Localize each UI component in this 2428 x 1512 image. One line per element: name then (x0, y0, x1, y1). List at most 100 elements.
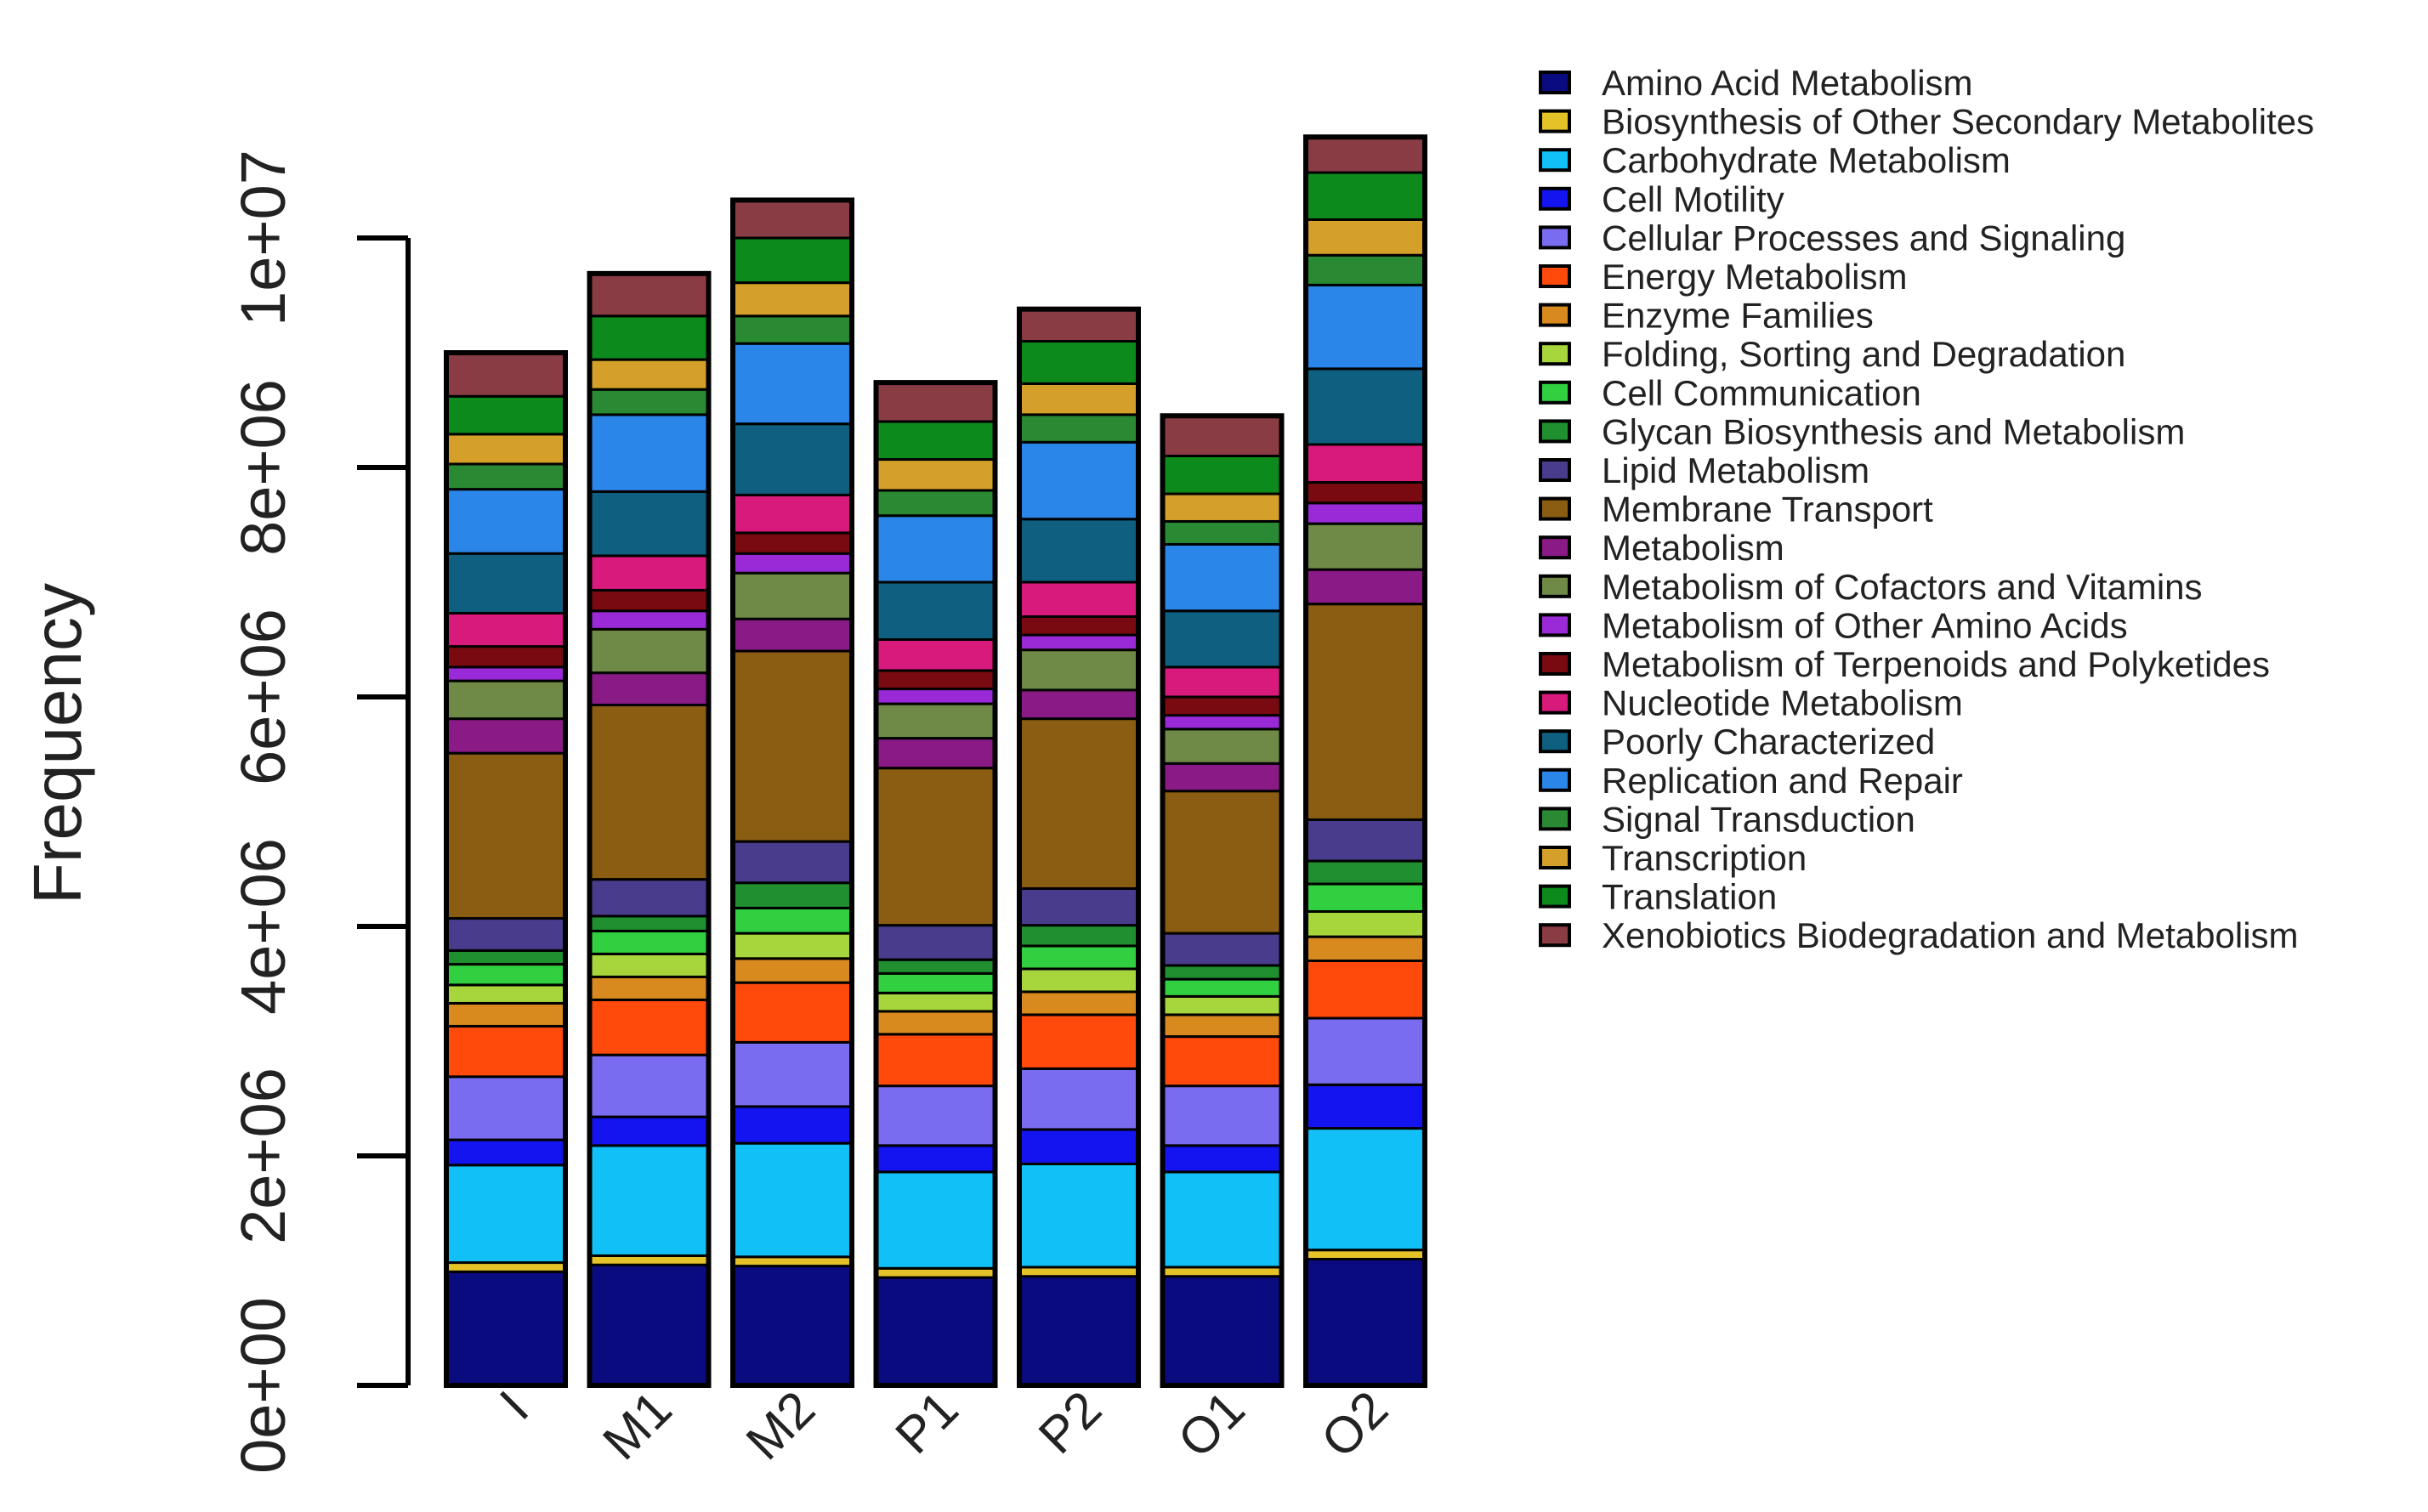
bar-segment (1304, 1016, 1427, 1086)
y-axis: 0e+00 2e+06 4e+06 6e+06 8e+06 1e+07 (228, 150, 411, 1474)
bar-segment (731, 906, 854, 935)
bar-segment (1018, 382, 1140, 416)
bar-segment (1304, 1249, 1427, 1260)
bar-segment (875, 420, 996, 462)
legend-item: Amino Acid Metabolism (1539, 63, 1973, 103)
bar-segment (1018, 340, 1140, 385)
bar-segment (445, 552, 567, 614)
bar-segment (588, 609, 710, 631)
legend-label: Poorly Characterized (1602, 722, 1935, 762)
bar-segment (1018, 648, 1140, 692)
bar-outline (1017, 306, 1141, 1389)
bar-segment (1304, 909, 1427, 938)
legend-label: Xenobiotics Biodegradation and Metabolis… (1602, 915, 2299, 955)
legend-label: Energy Metabolism (1602, 257, 1907, 297)
bar-segment (588, 388, 710, 416)
bar-segment (1161, 964, 1283, 981)
bar-segment (1161, 762, 1283, 793)
bar-segment (875, 381, 996, 423)
bar-segment (731, 1141, 854, 1259)
bar-segment (1304, 1258, 1427, 1387)
bar-segment (445, 645, 567, 669)
bar-segment (875, 669, 996, 691)
legend-swatch (1539, 729, 1571, 754)
bar-segment (1018, 518, 1140, 584)
bar-segment (731, 493, 854, 535)
bar-segment (731, 422, 854, 496)
bar-segment (731, 932, 854, 960)
bar-segment (1161, 542, 1283, 613)
legend-swatch (1539, 613, 1571, 637)
bar-segment (1018, 1275, 1140, 1387)
bar-segment (731, 1105, 854, 1145)
bar-segment (445, 917, 567, 952)
x-tick-label: M1 (592, 1380, 682, 1470)
bar-stack-m2 (730, 197, 854, 1389)
bar-segment (588, 1115, 710, 1147)
bar-segment (1018, 633, 1140, 652)
x-tick-label: P1 (884, 1380, 968, 1464)
legend-item: Metabolism of Cofactors and Vitamins (1539, 567, 2203, 607)
bar-segment (1304, 443, 1427, 484)
legend-swatch (1539, 71, 1571, 94)
bar-segment (1161, 492, 1283, 523)
bar-segment (1161, 455, 1283, 496)
legend-label: Folding, Sorting and Degradation (1602, 334, 2125, 374)
bar-segment (1018, 886, 1140, 927)
bar-segment (1161, 1035, 1283, 1088)
bar-segment (1161, 714, 1283, 731)
legend-item: Glycan Biosynthesis and Metabolism (1539, 411, 2185, 451)
bar-segment (875, 638, 996, 672)
legend-swatch (1539, 846, 1571, 869)
bar-segment (588, 627, 710, 675)
bar-segment (875, 1144, 996, 1174)
bar-segment (445, 717, 567, 755)
legend-item: Translation (1539, 877, 1777, 917)
bar-segment (1161, 1266, 1283, 1278)
bar-segment (445, 1164, 567, 1265)
bar-segment (1161, 414, 1283, 457)
legend-label: Biosynthesis of Other Secondary Metaboli… (1602, 102, 2314, 142)
bar-segment (445, 963, 567, 987)
bar-stack-p2 (1017, 306, 1141, 1389)
bar-segment (588, 413, 710, 493)
bar-segment (588, 588, 710, 613)
bar-segment (875, 1033, 996, 1088)
bar-outline (1303, 134, 1427, 1389)
legend-item: Cellular Processes and Signaling (1539, 218, 2125, 258)
bar-segment (875, 458, 996, 492)
legend-label: Replication and Repair (1602, 761, 1963, 801)
bar-segment (875, 1266, 996, 1279)
bar-segment (1304, 818, 1427, 863)
bar-stack-p1 (873, 380, 998, 1389)
legend-label: Metabolism (1602, 528, 1784, 568)
bar-segment (588, 975, 710, 1001)
legend-item: Metabolism (1539, 528, 1784, 568)
bar-segment (875, 1010, 996, 1036)
bar-segment (445, 1261, 567, 1273)
bar-segment (1018, 1067, 1140, 1131)
bar-segment (1304, 171, 1427, 221)
bar-segment (1161, 728, 1283, 765)
x-tick-label: M2 (735, 1380, 825, 1470)
bar-outline (444, 350, 568, 1388)
bar-segment (588, 1144, 710, 1257)
bar-segment (1018, 688, 1140, 721)
bar-segment (875, 991, 996, 1013)
legend-label: Carbohydrate Metabolism (1602, 140, 2011, 180)
bar-segment (588, 952, 710, 978)
bar-segment (1161, 609, 1283, 669)
bar-segment (445, 665, 567, 682)
bar-segment (1018, 413, 1140, 444)
bar-segment (588, 1263, 710, 1387)
x-tick-label: O1 (1167, 1380, 1256, 1469)
bar-segment (445, 1075, 567, 1141)
legend-item: Membrane Transport (1539, 490, 1933, 529)
bar-segment (875, 688, 996, 705)
y-axis-label: Frequency (20, 583, 95, 904)
bar-segment (1304, 935, 1427, 963)
legend-label: Membrane Transport (1602, 490, 1933, 529)
bar-segment (1304, 481, 1427, 505)
legend-label: Nucleotide Metabolism (1602, 683, 1963, 723)
